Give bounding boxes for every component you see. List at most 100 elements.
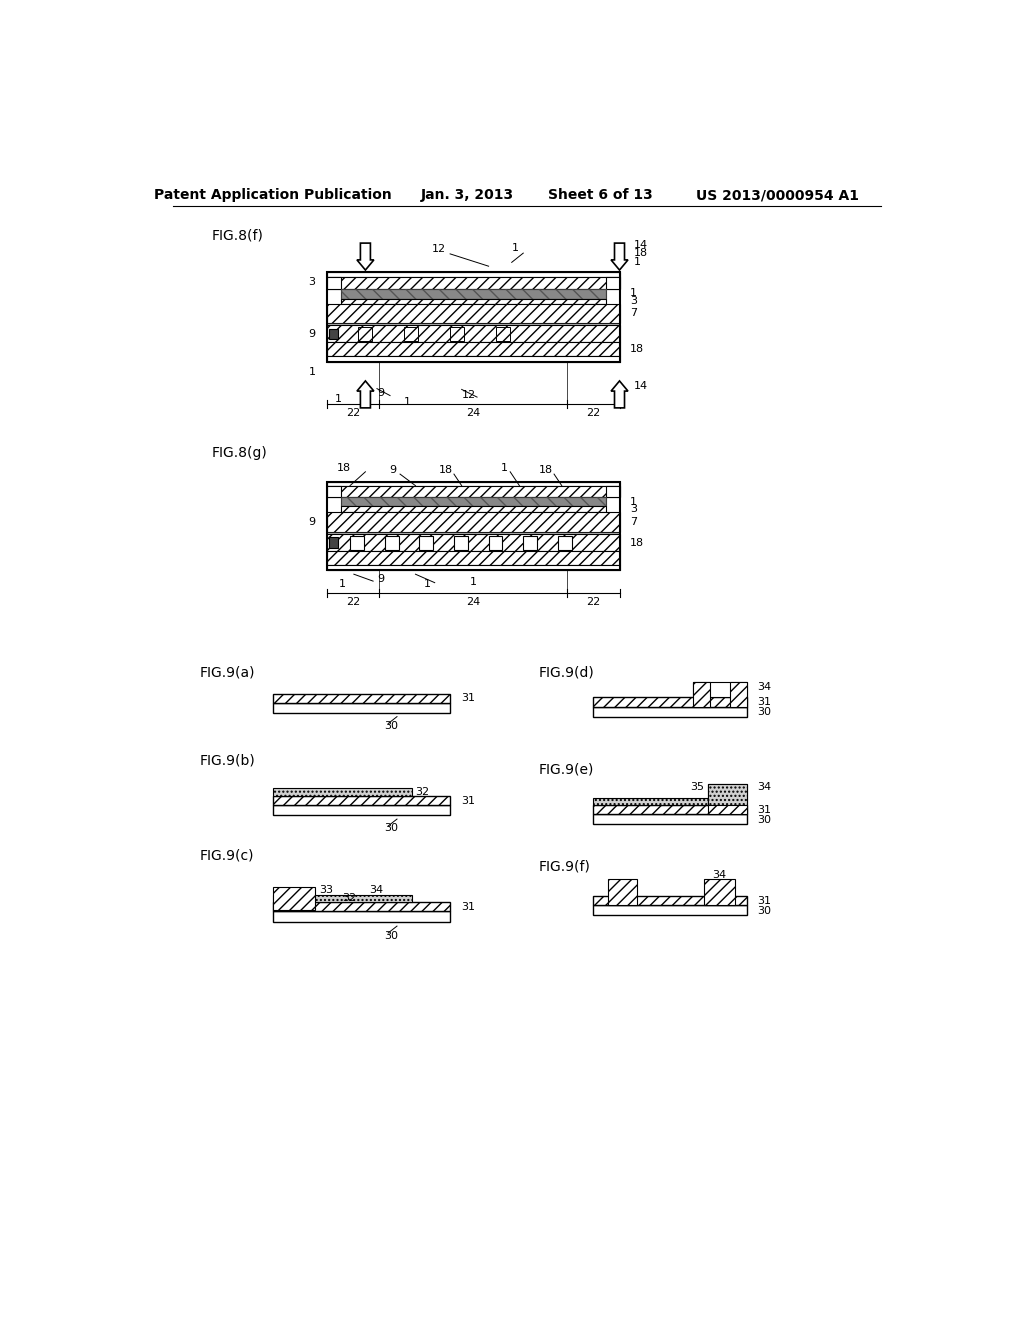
Text: 33: 33 xyxy=(319,884,333,895)
Bar xyxy=(341,289,605,298)
Bar xyxy=(327,272,620,362)
Bar xyxy=(327,512,620,532)
Text: Sheet 6 of 13: Sheet 6 of 13 xyxy=(548,189,652,202)
Text: 31: 31 xyxy=(461,796,475,805)
Bar xyxy=(273,911,451,923)
Bar xyxy=(605,487,620,498)
Text: 1: 1 xyxy=(470,577,477,587)
Text: 3: 3 xyxy=(308,277,315,288)
Bar xyxy=(273,895,412,903)
Text: 24: 24 xyxy=(466,597,480,607)
Bar xyxy=(273,788,412,796)
Text: 18: 18 xyxy=(540,465,553,475)
Bar xyxy=(593,805,746,814)
Bar xyxy=(327,565,620,570)
Bar xyxy=(327,487,620,498)
Bar xyxy=(327,342,620,356)
Text: 14: 14 xyxy=(634,380,647,391)
Bar xyxy=(273,702,451,713)
Text: 18: 18 xyxy=(634,248,647,259)
Text: 22: 22 xyxy=(346,408,360,418)
Text: 3: 3 xyxy=(631,504,637,513)
Bar xyxy=(708,784,746,805)
Text: FIG.9(d): FIG.9(d) xyxy=(539,665,594,680)
Text: 7: 7 xyxy=(631,308,637,318)
Polygon shape xyxy=(611,243,628,271)
Polygon shape xyxy=(611,381,628,408)
Text: FIG.8(f): FIG.8(f) xyxy=(211,228,263,243)
Bar xyxy=(705,879,735,906)
Bar xyxy=(593,906,746,915)
Bar xyxy=(593,814,746,825)
Text: 1: 1 xyxy=(501,463,508,473)
Text: 31: 31 xyxy=(758,697,771,708)
Bar xyxy=(605,277,620,289)
Text: 34: 34 xyxy=(370,884,383,895)
Bar xyxy=(608,879,637,906)
Bar xyxy=(273,805,451,816)
Bar xyxy=(327,487,341,498)
Bar xyxy=(341,289,605,298)
Bar xyxy=(692,682,710,706)
Bar xyxy=(341,507,605,512)
Text: 1: 1 xyxy=(634,257,640,268)
Text: FIG.9(b): FIG.9(b) xyxy=(200,754,256,767)
Text: FIG.8(g): FIG.8(g) xyxy=(211,446,267,459)
Bar xyxy=(357,327,372,341)
Text: 9: 9 xyxy=(389,465,396,475)
Text: 1: 1 xyxy=(308,367,315,376)
Text: 3: 3 xyxy=(631,296,637,306)
Bar xyxy=(403,327,418,341)
Text: Jan. 3, 2013: Jan. 3, 2013 xyxy=(421,189,514,202)
Text: 32: 32 xyxy=(416,787,430,797)
Bar xyxy=(419,536,433,549)
Text: 31: 31 xyxy=(758,896,771,906)
Bar xyxy=(451,327,464,341)
Text: 9: 9 xyxy=(308,517,315,527)
Text: 22: 22 xyxy=(346,597,360,607)
Text: 31: 31 xyxy=(461,693,475,704)
Bar xyxy=(488,536,503,549)
Bar xyxy=(273,796,451,805)
Bar xyxy=(593,697,746,706)
Text: 31: 31 xyxy=(461,902,475,912)
Text: US 2013/0000954 A1: US 2013/0000954 A1 xyxy=(696,189,859,202)
Bar xyxy=(327,277,341,289)
Text: FIG.9(a): FIG.9(a) xyxy=(200,665,255,680)
Text: 30: 30 xyxy=(385,721,398,731)
Bar xyxy=(273,903,451,911)
Bar xyxy=(327,277,620,289)
Bar xyxy=(385,536,398,549)
Bar xyxy=(593,797,708,805)
Text: 9: 9 xyxy=(377,574,384,583)
Text: 30: 30 xyxy=(758,814,771,825)
Text: FIG.9(c): FIG.9(c) xyxy=(200,849,254,862)
Text: Patent Application Publication: Patent Application Publication xyxy=(155,189,392,202)
Bar xyxy=(330,329,339,339)
Bar xyxy=(327,482,620,570)
Text: 1: 1 xyxy=(335,393,342,404)
Text: 30: 30 xyxy=(758,708,771,717)
Text: 1: 1 xyxy=(339,579,346,589)
Text: 32: 32 xyxy=(342,892,356,903)
Bar xyxy=(327,482,620,487)
Polygon shape xyxy=(357,243,374,271)
Text: 12: 12 xyxy=(462,389,476,400)
Bar xyxy=(327,552,620,565)
Text: 7: 7 xyxy=(631,517,637,527)
Text: 18: 18 xyxy=(631,537,644,548)
Bar xyxy=(327,356,620,362)
Text: 1: 1 xyxy=(404,397,412,408)
Text: 18: 18 xyxy=(337,463,351,473)
Text: 1: 1 xyxy=(631,496,637,507)
Bar xyxy=(341,498,605,507)
Bar xyxy=(593,896,746,906)
Text: 22: 22 xyxy=(586,408,600,418)
Bar xyxy=(327,323,620,326)
Text: 18: 18 xyxy=(631,345,644,354)
Text: 30: 30 xyxy=(758,906,771,916)
Text: 30: 30 xyxy=(385,931,398,941)
Bar xyxy=(350,536,364,549)
Text: 24: 24 xyxy=(466,408,480,418)
Bar xyxy=(558,536,571,549)
